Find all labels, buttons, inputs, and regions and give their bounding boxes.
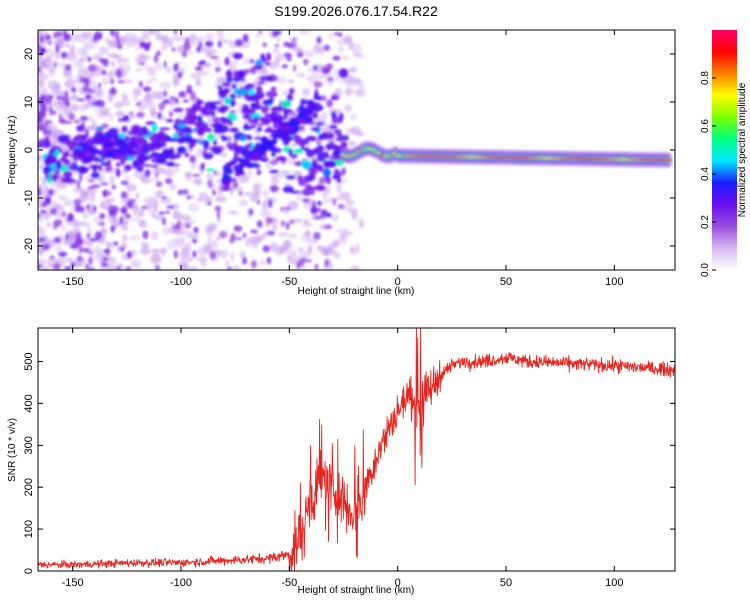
snr-xtick-label: 0 — [395, 577, 401, 589]
snr-ytick-label: 200 — [23, 478, 35, 496]
snr-ylabel: SNR (10 * v/v) — [7, 418, 18, 482]
colorbar-label: Normalized spectral amplitude — [737, 82, 748, 217]
colorbar: 0.0 0.2 0.4 0.6 0.8 Normalized spectral ampl… — [700, 30, 748, 277]
spectrogram-xtick-label: 0 — [395, 276, 401, 288]
snr-xtick-label: -100 — [170, 577, 192, 589]
snr-frame — [37, 327, 676, 572]
spectrogram-image — [38, 30, 673, 270]
spectrogram-xtick-label: -100 — [170, 276, 192, 288]
spectrogram-xtick-label: -50 — [281, 276, 297, 288]
colorbar-tick-label: 0.8 — [700, 71, 711, 85]
snr-series-line — [38, 328, 675, 571]
spectrogram-ytick-label: 20 — [23, 48, 35, 60]
spectrogram-ytick-label: 0 — [23, 147, 35, 153]
snr-ytick-label: 400 — [23, 394, 35, 412]
spectrogram-xlabel: Height of straight line (km) — [298, 286, 415, 297]
spectrogram-ylabel: Frequency (Hz) — [7, 116, 18, 185]
snr-xlabel: Height of straight line (km) — [298, 585, 415, 596]
colorbar-tick-label: 0.4 — [700, 167, 711, 181]
snr-xtick-label: -50 — [281, 577, 297, 589]
colorbar-tick-label: 0.6 — [700, 119, 711, 133]
snr-xtick-label: 100 — [605, 577, 623, 589]
snr-ytick-label: 100 — [23, 520, 35, 538]
spectrogram-ytick-label: 10 — [23, 96, 35, 108]
snr-panel: -150 -100 -50 0 50 100 0 100 200 300 400 500 Height… — [7, 327, 676, 596]
colorbar-gradient — [712, 30, 737, 270]
snr-xtick-label: 50 — [500, 577, 512, 589]
spectrogram-xtick-label: -150 — [62, 276, 84, 288]
colorbar-tick-label: 0.0 — [700, 263, 711, 277]
colorbar-tick-label: 0.2 — [700, 215, 711, 229]
spectrogram-xtick-label: 100 — [605, 276, 623, 288]
snr-xtick-label: -150 — [62, 577, 84, 589]
spectrogram-xtick-label: 50 — [500, 276, 512, 288]
spectrogram-ytick-label: -20 — [23, 238, 35, 254]
snr-ytick-label: 0 — [23, 568, 35, 574]
figure-title: S199.2026.076.17.54.R22 — [274, 3, 438, 19]
spectrogram-ytick-label: -10 — [23, 190, 35, 206]
snr-ytick-label: 500 — [23, 352, 35, 370]
snr-ytick-label: 300 — [23, 436, 35, 454]
